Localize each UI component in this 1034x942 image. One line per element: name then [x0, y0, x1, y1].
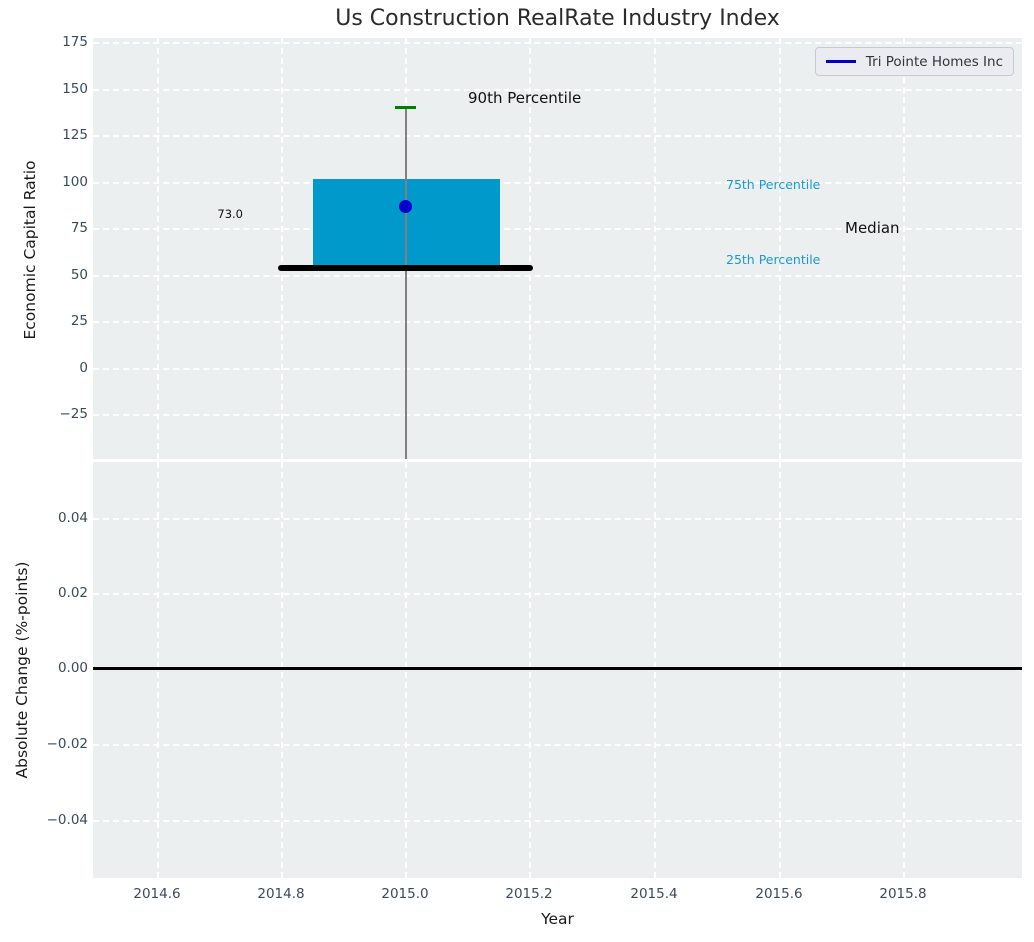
- legend-label: Tri Pointe Homes Inc: [865, 53, 1003, 70]
- chart-title: Us Construction RealRate Industry Index: [335, 6, 780, 31]
- xtick-label: 2015.4: [630, 886, 678, 902]
- gridline: [93, 228, 1022, 230]
- ytick-label: 75: [70, 220, 88, 236]
- whisker-cap-90th: [395, 106, 416, 109]
- gridline: [281, 462, 283, 878]
- ytick-label: 50: [70, 267, 88, 283]
- ytick-label: 0.04: [57, 510, 88, 526]
- xtick-label: 2015.0: [381, 886, 429, 902]
- gridline: [93, 182, 1022, 184]
- xtick-label: 2015.2: [505, 886, 553, 902]
- xtick-label: 2015.6: [755, 886, 803, 902]
- gridline: [405, 462, 407, 878]
- ytick-label: −0.04: [46, 812, 88, 828]
- gridline: [654, 462, 656, 878]
- gridline: [93, 820, 1022, 822]
- gridline: [779, 38, 781, 459]
- ytick-label: 100: [62, 174, 88, 190]
- x-axis-label: Year: [541, 910, 574, 928]
- company-data-point: [399, 200, 412, 213]
- annotation-90th-percentile: 90th Percentile: [468, 89, 582, 107]
- gridline: [529, 462, 531, 878]
- gridline: [93, 593, 1022, 595]
- gridline: [93, 42, 1022, 44]
- annotation-median: Median: [845, 219, 900, 237]
- median-line: [278, 265, 533, 271]
- top-plot-area: 73.0 90th Percentile 75th Percentile Med…: [93, 38, 1022, 459]
- gridline: [93, 518, 1022, 520]
- median-value-label: 73.0: [217, 207, 243, 221]
- ytick-label: 150: [62, 81, 88, 97]
- gridline: [157, 38, 159, 459]
- gridline: [529, 38, 531, 459]
- gridline: [779, 462, 781, 878]
- ytick-label: 125: [62, 127, 88, 143]
- gridline: [157, 462, 159, 878]
- zero-reference-line: [93, 667, 1022, 670]
- annotation-75th-percentile: 75th Percentile: [726, 177, 821, 192]
- bottom-plot-area: [93, 462, 1022, 878]
- gridline: [93, 744, 1022, 746]
- gridline: [93, 414, 1022, 416]
- xtick-label: 2014.6: [133, 886, 181, 902]
- xtick-label: 2014.8: [257, 886, 305, 902]
- ytick-label: 0.02: [57, 585, 88, 601]
- gridline: [281, 38, 283, 459]
- gridline: [903, 38, 905, 459]
- ytick-label: 25: [70, 313, 88, 329]
- ytick-label: −0.02: [46, 736, 88, 752]
- whisker-line: [405, 107, 407, 459]
- ytick-label: 0: [79, 360, 88, 376]
- gridline: [93, 368, 1022, 370]
- gridline: [903, 462, 905, 878]
- ytick-label: −25: [59, 406, 89, 422]
- legend-line-swatch: [825, 60, 856, 63]
- xtick-label: 2015.8: [879, 886, 927, 902]
- gridline: [93, 89, 1022, 91]
- top-y-axis-label: Economic Capital Ratio: [21, 160, 39, 340]
- ytick-label: 175: [62, 34, 88, 50]
- bottom-y-axis-label: Absolute Change (%-points): [13, 561, 31, 779]
- gridline: [93, 321, 1022, 323]
- legend: Tri Pointe Homes Inc: [814, 47, 1014, 76]
- ytick-label: 0.00: [57, 660, 88, 676]
- gridline: [654, 38, 656, 459]
- gridline: [93, 275, 1022, 277]
- annotation-25th-percentile: 25th Percentile: [726, 252, 821, 267]
- gridline: [93, 135, 1022, 137]
